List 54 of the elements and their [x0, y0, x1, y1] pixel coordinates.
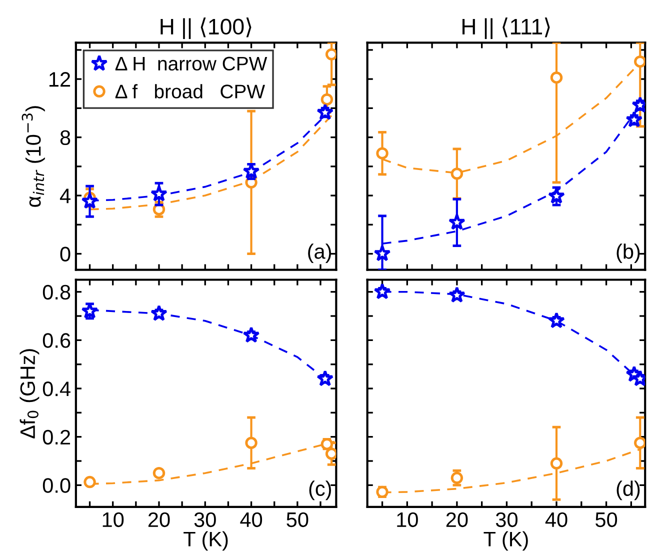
point	[448, 214, 466, 230]
point	[245, 436, 258, 449]
point	[376, 147, 388, 160]
point	[325, 48, 336, 60]
y-tick-label: 0.6	[42, 333, 70, 348]
x-tick-label: 50	[286, 512, 308, 528]
y-axis-title: α$_{intr}$ (10$^{−3}$)	[22, 106, 45, 207]
annotation: (c)	[309, 480, 331, 500]
point	[150, 304, 168, 322]
y-tick-label: 0.2	[42, 430, 70, 445]
y-tick-label: 0.4	[42, 382, 70, 396]
x-tick-label: 40	[545, 512, 568, 528]
y-tick-label: 4	[60, 188, 70, 204]
point	[548, 187, 566, 204]
y-tick-label: 0	[60, 246, 70, 262]
y-tick-label: 12	[49, 72, 70, 87]
point	[320, 93, 334, 106]
point	[150, 185, 168, 202]
legend-label: Δ f broad CPW	[115, 84, 265, 98]
legend-label: Δ H narrow CPW	[115, 56, 268, 71]
y-axis-title: Δf$_{0}$ (GHz)	[20, 349, 40, 438]
point	[316, 104, 334, 120]
x-tick-label: 30	[194, 512, 216, 528]
y-tick-label: 0.8	[42, 284, 70, 300]
point	[548, 312, 566, 328]
y-tick-label: 0.0	[42, 478, 70, 493]
point	[450, 472, 464, 484]
x-tick-label: 10	[397, 512, 418, 528]
point	[152, 466, 166, 480]
point	[374, 244, 391, 262]
annotation: (d)	[616, 480, 640, 500]
point	[550, 457, 563, 470]
y-tick-label: 8	[60, 130, 70, 146]
x-axis-title: T (K)	[484, 531, 528, 551]
point	[325, 448, 336, 460]
x-tick-label: 10	[102, 512, 124, 528]
point	[450, 168, 464, 180]
x-tick-label: 50	[596, 512, 618, 528]
chart-title: H || ⟨111⟩	[462, 17, 550, 40]
annotation: (a)	[308, 244, 331, 263]
point	[634, 55, 646, 68]
point	[242, 326, 260, 343]
x-tick-label: 20	[446, 512, 468, 528]
chart-title: H || ⟨100⟩	[160, 17, 252, 40]
point	[84, 476, 96, 488]
point	[626, 110, 643, 128]
x-tick-label: 30	[496, 512, 518, 528]
annotation: (b)	[616, 244, 640, 263]
x-axis-title: T (K)	[184, 531, 228, 551]
point	[374, 282, 391, 300]
point	[550, 71, 563, 84]
point	[634, 436, 646, 449]
x-tick-label: 20	[148, 512, 170, 528]
x-tick-label: 40	[240, 512, 262, 528]
